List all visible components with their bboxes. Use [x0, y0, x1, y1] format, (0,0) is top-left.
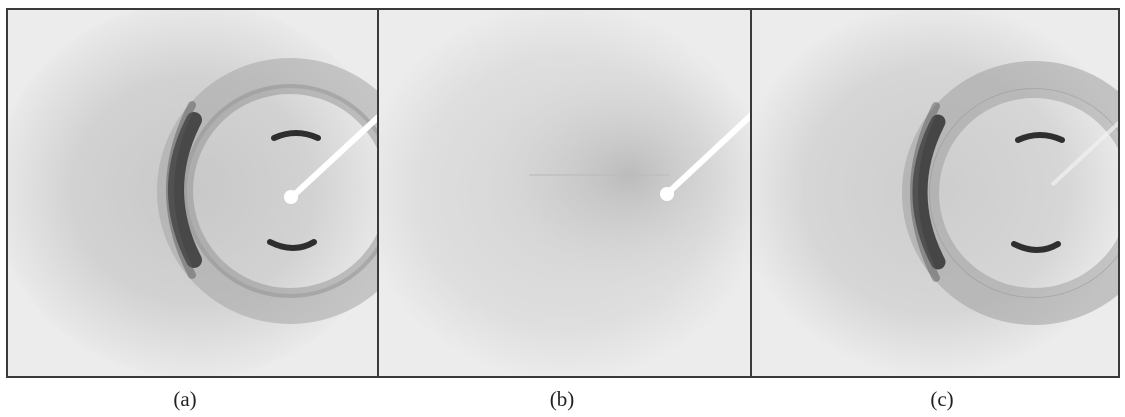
- diffraction-panel-a: [8, 10, 377, 376]
- diffraction-pattern-c-image: [752, 10, 1118, 376]
- diffraction-pattern-a-image: [8, 10, 377, 376]
- diffraction-panel-c: [752, 10, 1118, 376]
- panel-caption-c: (c): [930, 387, 954, 411]
- panel-divider: [377, 10, 379, 376]
- figure-panel-strip: [6, 8, 1120, 378]
- panel-caption-b: (b): [549, 387, 575, 411]
- diffraction-panel-b: [379, 10, 750, 376]
- panel-caption-a: (a): [173, 387, 197, 411]
- panel-divider: [750, 10, 752, 376]
- diffraction-pattern-b-image: [379, 10, 750, 376]
